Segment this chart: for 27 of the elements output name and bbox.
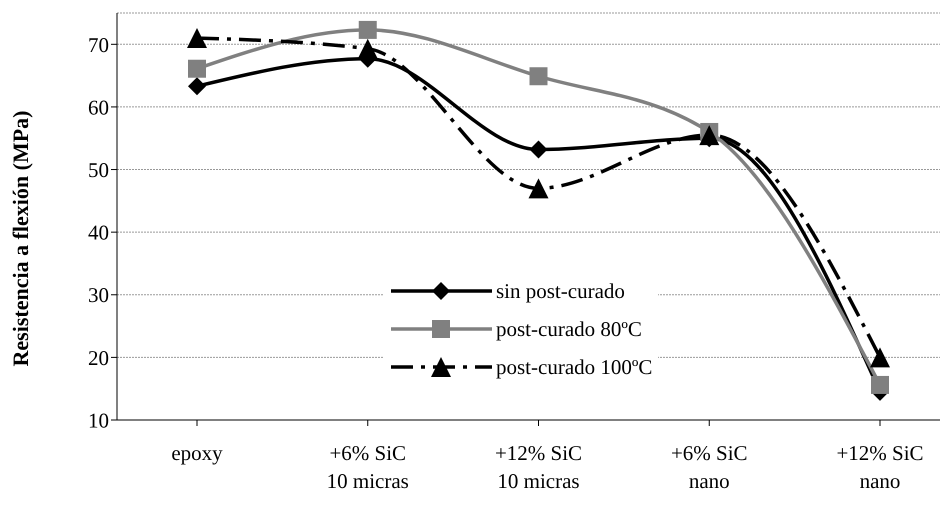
x-tick-label: +12% SiC 10 micras [494,441,582,493]
y-tick-label: 20 [88,346,109,370]
point [699,125,720,146]
legend-label: post-curado 80ºC [496,316,642,342]
legend-label: sin post-curado [496,278,625,304]
y-tick-label: 60 [88,95,109,120]
point [188,77,206,96]
point [530,140,548,158]
legend-label: post-curado 100ºC [496,354,652,380]
x-tick-label: epoxy [171,441,224,465]
y-tick-label: 70 [88,32,109,57]
point [358,38,378,59]
x-tick-label: +6% SiC 10 micras [326,441,409,493]
y-tick-label: 30 [88,283,109,308]
y-tick-label: 50 [88,158,109,182]
y-tick-label: 10 [88,408,109,432]
x-tick-label: +12% SiC nano [836,441,924,493]
point [187,28,207,48]
point [528,178,548,198]
point [530,67,548,86]
point [871,376,889,394]
y-tick-label: 40 [88,220,109,245]
x-tick-label: +6% SiC nano [670,441,748,493]
point [358,20,377,39]
point [188,60,206,78]
y-axis-title: Resistencia a flexión (MPa) [8,110,33,366]
point [870,347,890,368]
